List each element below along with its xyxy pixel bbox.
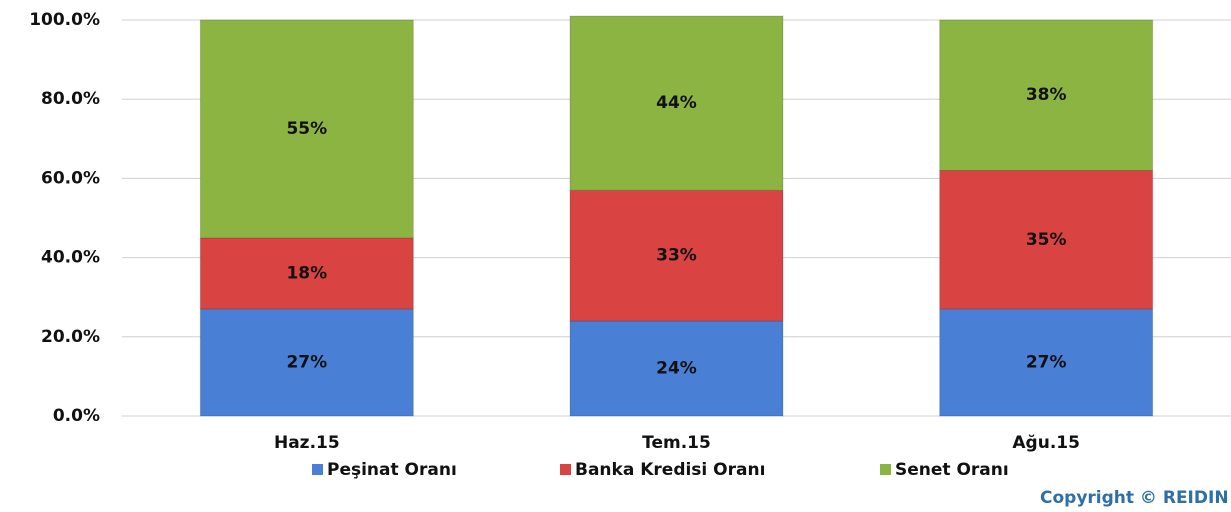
data-label: 35% <box>1026 230 1067 250</box>
legend-label: Senet Oranı <box>895 460 1009 480</box>
x-tick-label: Ağu.15 <box>1012 433 1080 453</box>
data-label: 38% <box>1026 85 1067 105</box>
data-label: 33% <box>656 246 697 266</box>
bar-segment <box>939 308 1154 417</box>
bar-segment <box>939 169 1154 310</box>
x-tick-label: Haz.15 <box>274 433 340 453</box>
legend-swatch <box>560 464 571 475</box>
y-tick-label: 100.0% <box>29 10 100 30</box>
bar-segment <box>569 15 784 191</box>
data-label: 55% <box>286 119 327 139</box>
copyright: Copyright © REIDIN <box>1040 488 1229 508</box>
x-tick-label: Tem.15 <box>642 433 711 453</box>
bar-segment <box>939 19 1154 171</box>
data-label: 18% <box>286 263 327 283</box>
bar-segment <box>569 189 784 322</box>
y-tick-label: 0.0% <box>53 406 100 426</box>
data-label: 27% <box>1026 353 1067 373</box>
legend-swatch <box>312 464 323 475</box>
data-label: 27% <box>286 353 327 373</box>
bar-segment <box>199 19 414 239</box>
bar-segment <box>199 237 414 310</box>
y-tick-label: 80.0% <box>41 89 100 109</box>
data-label: 24% <box>656 358 697 378</box>
y-tick-label: 20.0% <box>41 327 100 347</box>
bar-segment <box>199 308 414 417</box>
legend-swatch <box>880 464 891 475</box>
y-tick-label: 60.0% <box>41 168 100 188</box>
legend-label: Peşinat Oranı <box>327 460 457 480</box>
y-tick-label: 40.0% <box>41 248 100 268</box>
data-label: 44% <box>656 93 697 113</box>
legend-label: Banka Kredisi Oranı <box>575 460 765 480</box>
